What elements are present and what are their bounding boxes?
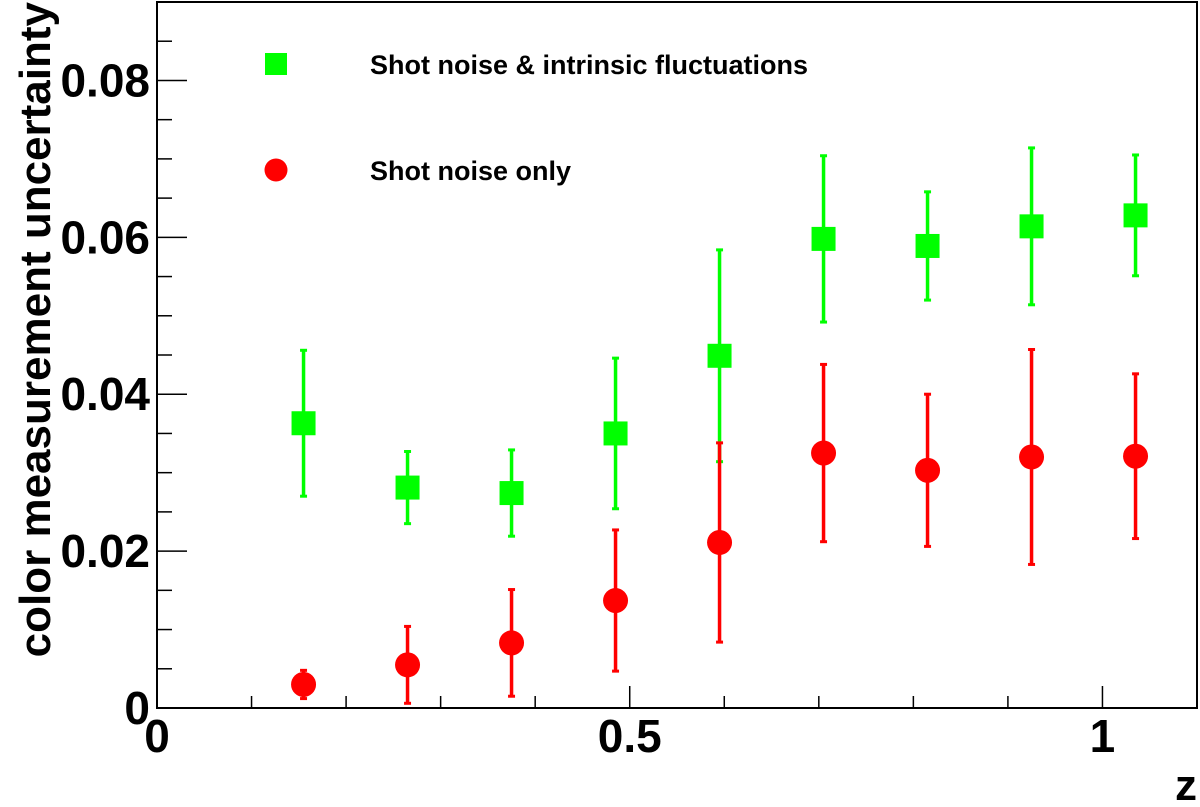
data-point-square: [499, 481, 524, 506]
x-axis-title: z: [1175, 761, 1197, 802]
x-tick-label: 0.5: [598, 710, 662, 762]
legend-square-marker: [265, 53, 287, 75]
y-tick-label: 0.08: [60, 54, 150, 106]
series-circles: [291, 348, 1149, 705]
legend: Shot noise & intrinsic fluctuations Shot …: [264, 50, 808, 186]
data-point-square: [707, 343, 732, 368]
series-squares: [291, 146, 1148, 538]
data-point-circle: [1019, 444, 1045, 470]
data-point-square: [603, 421, 628, 446]
legend-circle-marker: [264, 158, 288, 182]
data-point-circle: [499, 630, 525, 656]
data-point-circle: [603, 588, 629, 614]
y-axis-title: color measurement uncertainty: [11, 1, 60, 657]
axis-ticks: [156, 1, 1198, 709]
data-point-square: [395, 475, 420, 500]
data-point-circle: [811, 440, 837, 466]
axis-tick-labels: 0 0.5 1 0 0.02 0.04 0.06 0.08: [60, 54, 1115, 762]
x-tick-label: 0: [144, 710, 170, 762]
data-point-square: [291, 411, 316, 436]
data-point-square: [1123, 203, 1148, 228]
data-point-circle: [707, 529, 733, 555]
plot-frame: [156, 1, 1198, 709]
legend-label: Shot noise only: [370, 156, 571, 186]
data-point-square: [811, 226, 836, 251]
data-point-circle: [1123, 443, 1149, 469]
data-point-square: [915, 233, 940, 258]
data-point-circle: [395, 652, 421, 678]
y-tick-label: 0.02: [60, 525, 150, 577]
y-tick-label: 0: [124, 682, 150, 734]
data-point-circle: [915, 457, 941, 483]
data-point-square: [1019, 214, 1044, 239]
data-point-circle: [291, 671, 317, 697]
y-tick-label: 0.06: [60, 211, 150, 263]
legend-label: Shot noise & intrinsic fluctuations: [370, 50, 808, 80]
y-tick-label: 0.04: [60, 368, 150, 420]
x-tick-label: 1: [1090, 710, 1116, 762]
data-series: [291, 146, 1149, 705]
